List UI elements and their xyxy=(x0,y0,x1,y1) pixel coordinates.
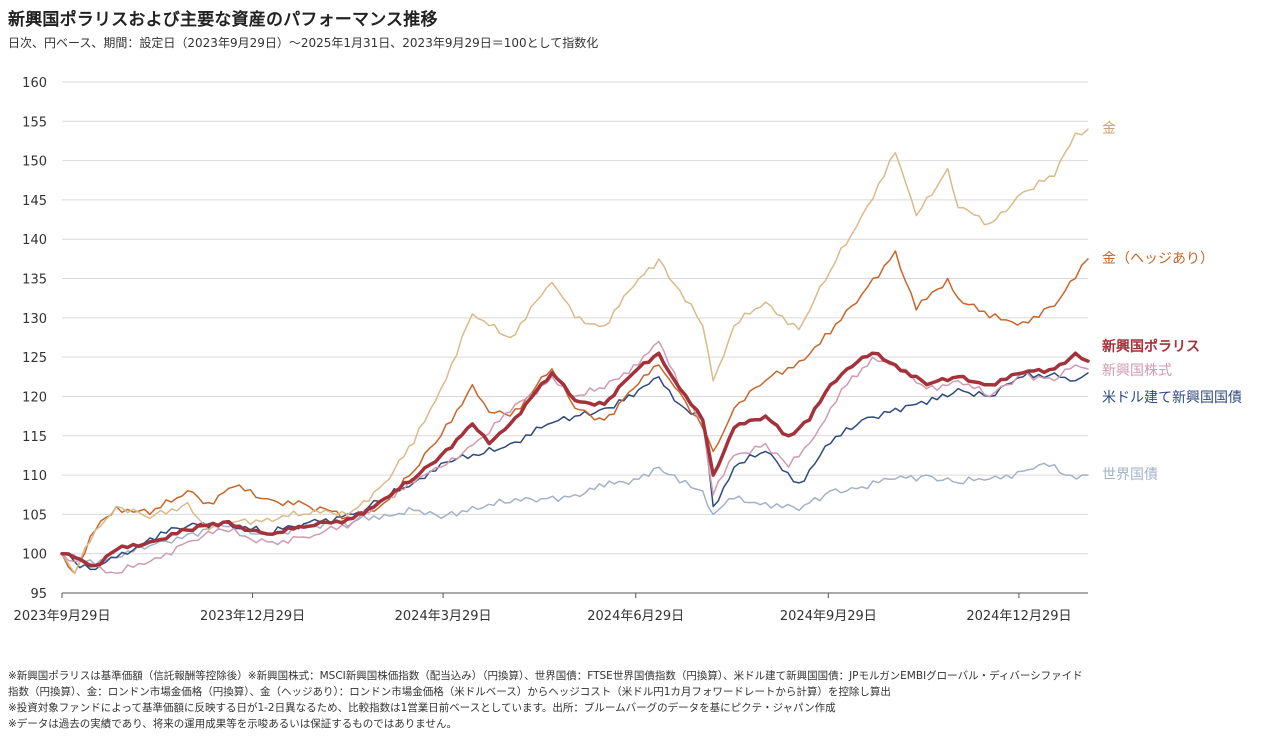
footnote-line: ※データは過去の実績であり、将来の運用成果等を示唆あるいは保証するものではありま… xyxy=(8,718,457,730)
y-tick-label: 110 xyxy=(22,469,47,484)
y-tick-label: 115 xyxy=(22,430,47,445)
y-tick-label: 135 xyxy=(22,273,47,288)
series-label: 金 xyxy=(1102,121,1116,137)
x-tick-label: 2024年9月29日 xyxy=(780,609,877,624)
y-tick-label: 130 xyxy=(22,312,47,327)
series-label: 新興国ポラリス xyxy=(1102,338,1200,355)
x-tick-label: 2024年3月29日 xyxy=(395,609,492,624)
performance-line-chart: 95 100 105 110 115 120 125 130 135 140 145 150 155 16… xyxy=(14,76,1242,624)
y-tick-label: 150 xyxy=(22,155,47,170)
series-label: 米ドル建て新興国国債 xyxy=(1102,390,1242,406)
footnotes: ※新興国ポラリスは基準価額（信託報酬等控除後）※新興国株式：MSCI新興国株価指… xyxy=(8,668,1274,732)
y-tick-label: 160 xyxy=(22,76,47,91)
y-tick-label: 125 xyxy=(22,351,47,366)
y-tick-label: 145 xyxy=(22,194,47,209)
x-tick-label: 2024年6月29日 xyxy=(587,609,684,624)
series-line xyxy=(61,250,1089,575)
y-tick-label: 100 xyxy=(22,548,47,563)
footnote-line: ※投資対象ファンドによって基準価額に反映する日が1-2日異なるため、比較指数は1… xyxy=(8,702,836,714)
chart-subtitle: 日次、円ベース、期間：設定日（2023年9月29日）～2025年1月31日、20… xyxy=(8,36,599,50)
series-line xyxy=(61,128,1089,575)
y-tick-label: 155 xyxy=(22,115,47,130)
series-label: 新興国株式 xyxy=(1102,363,1172,379)
x-tick-label: 2024年12月29日 xyxy=(966,609,1071,624)
series-line xyxy=(60,351,1090,568)
footnote-line: 指数（円換算）、金：ロンドン市場金価格（円換算）、金（ヘッジあり）：ロンドン市場… xyxy=(8,686,891,698)
series-line xyxy=(61,340,1089,575)
chart-title: 新興国ポラリスおよび主要な資産のパフォーマンス推移 xyxy=(8,10,438,30)
y-tick-label: 140 xyxy=(22,233,47,248)
y-tick-label: 105 xyxy=(22,508,47,523)
series-label: 世界国債 xyxy=(1102,467,1158,483)
x-tick-label: 2023年9月29日 xyxy=(14,609,111,624)
series-label: 金（ヘッジあり） xyxy=(1102,251,1214,267)
y-tick-label: 120 xyxy=(22,390,47,405)
y-tick-label: 95 xyxy=(30,587,47,602)
x-tick-label: 2023年12月29日 xyxy=(200,609,305,624)
footnote-line: ※新興国ポラリスは基準価額（信託報酬等控除後）※新興国株式：MSCI新興国株価指… xyxy=(8,670,1083,682)
